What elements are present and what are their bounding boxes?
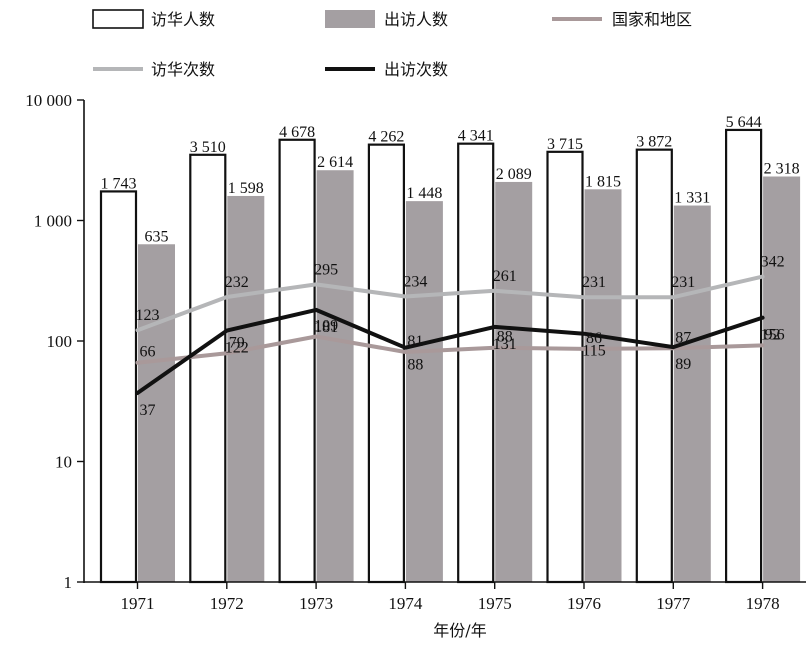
x-tick-label-1973: 1973	[299, 594, 333, 613]
bar-value-label: 2 318	[764, 161, 800, 178]
line-value-label: 123	[136, 307, 160, 324]
y-tick-label-1000: 1 000	[34, 212, 72, 231]
x-tick-label-1974: 1974	[388, 594, 423, 613]
bar-value-label: 1 815	[585, 173, 621, 190]
y-tick-label-100: 100	[47, 332, 73, 351]
bar-visits-to-china-1974	[367, 143, 405, 584]
bar-value-label: 4 341	[458, 128, 494, 145]
x-tick-label-1971: 1971	[121, 594, 155, 613]
bar-visits-to-china-1975	[457, 142, 495, 584]
line-value-label: 181	[314, 319, 338, 336]
bar-visits-abroad-1976	[584, 189, 622, 582]
bar-visits-abroad-1975	[495, 181, 533, 582]
bar-visits-to-china-1971	[99, 190, 138, 584]
line-value-label: 37	[140, 402, 156, 419]
line-value-label: 115	[582, 343, 605, 360]
bar-value-label: 3 715	[547, 136, 583, 153]
bar-visits-abroad-1972	[227, 195, 265, 582]
x-tick-label-1976: 1976	[567, 594, 601, 613]
bar-visits-to-china-1977	[635, 148, 673, 584]
x-axis-title: 年份/年	[433, 621, 486, 640]
bar-visits-abroad-1977	[673, 205, 711, 582]
legend-swatch-visits-abroad	[325, 10, 375, 28]
bar-value-label: 3 510	[190, 139, 226, 156]
axes: 1 10 100 1 000 10 000 1971 1972 1973 1974 1975 197…	[25, 91, 806, 613]
legend-label-abroad-visit-count: 出访次数	[384, 60, 448, 79]
line-value-label: 89	[675, 356, 691, 373]
bar-visits-abroad-1974	[405, 201, 443, 583]
line-value-label: 79	[229, 334, 245, 351]
line-value-label: 295	[314, 261, 338, 278]
line-value-label: 122	[225, 340, 249, 357]
y-tick-label-10000: 10 000	[25, 91, 72, 110]
line-value-label: 109	[314, 317, 338, 334]
x-tick-label-1975: 1975	[478, 594, 512, 613]
line-value-label: 131	[493, 336, 517, 353]
bar-value-label: 5 644	[726, 114, 762, 131]
line-value-label: 88	[497, 329, 513, 346]
bar-visits-to-china-1976	[546, 150, 584, 584]
legend-label-visits-abroad: 出访人数	[384, 10, 448, 29]
y-tick-label-10: 10	[55, 453, 72, 472]
bar-value-label: 3 872	[636, 134, 672, 151]
bar-visits-abroad-1971	[138, 244, 175, 583]
lines	[135, 274, 765, 395]
x-tick-label-1977: 1977	[656, 594, 691, 613]
line-abroad-visit-count	[135, 307, 765, 395]
bar-visits-to-china-1973	[278, 138, 316, 584]
y-tick-label-1: 1	[64, 573, 73, 592]
bar-visits-abroad-1973	[316, 170, 354, 583]
x-tick-label-1978: 1978	[746, 594, 780, 613]
bar-value-label: 4 262	[368, 129, 404, 146]
line-countries-regions	[135, 334, 765, 365]
line-value-label: 86	[586, 330, 602, 347]
line-value-label: 81	[407, 333, 423, 350]
line-value-label: 342	[761, 254, 785, 271]
line-value-label: 231	[582, 274, 606, 291]
legend-label-countries-regions: 国家和地区	[612, 10, 692, 29]
bar-value-label: 2 614	[317, 154, 353, 171]
bar-value-label: 1 331	[674, 190, 710, 207]
bar-value-label: 1 448	[406, 185, 442, 202]
line-value-label: 66	[140, 344, 156, 361]
data-labels: 1 743 3 510 4 678 4 262 4 341 3 715 3 872 5 644…	[101, 114, 800, 419]
line-value-label: 88	[407, 357, 423, 374]
bar-value-label: 2 089	[496, 166, 532, 183]
x-tick-label-1972: 1972	[210, 594, 244, 613]
bar-visits-to-china-1978	[724, 128, 763, 584]
line-value-label: 261	[493, 268, 517, 285]
legend-label-china-visit-count: 访华次数	[151, 60, 215, 79]
legend-swatch-visits-to-china	[92, 9, 144, 29]
bar-value-label: 4 678	[279, 124, 315, 141]
line-value-label: 234	[403, 274, 427, 291]
bar-visits-abroad-1978	[763, 176, 801, 582]
line-value-label: 156	[761, 327, 785, 344]
bar-value-label: 635	[145, 228, 169, 245]
bar-visits-to-china-1972	[189, 153, 227, 584]
line-value-label: 92	[765, 326, 781, 343]
legend-label-visits-to-china: 访华人数	[151, 10, 215, 29]
bar-value-label: 1 743	[101, 175, 137, 192]
bars	[99, 128, 801, 584]
bar-value-label: 1 598	[228, 180, 264, 197]
line-value-label: 231	[671, 274, 695, 291]
line-value-label: 232	[225, 274, 249, 291]
line-china-visit-count	[135, 274, 765, 333]
line-value-label: 87	[675, 329, 691, 346]
